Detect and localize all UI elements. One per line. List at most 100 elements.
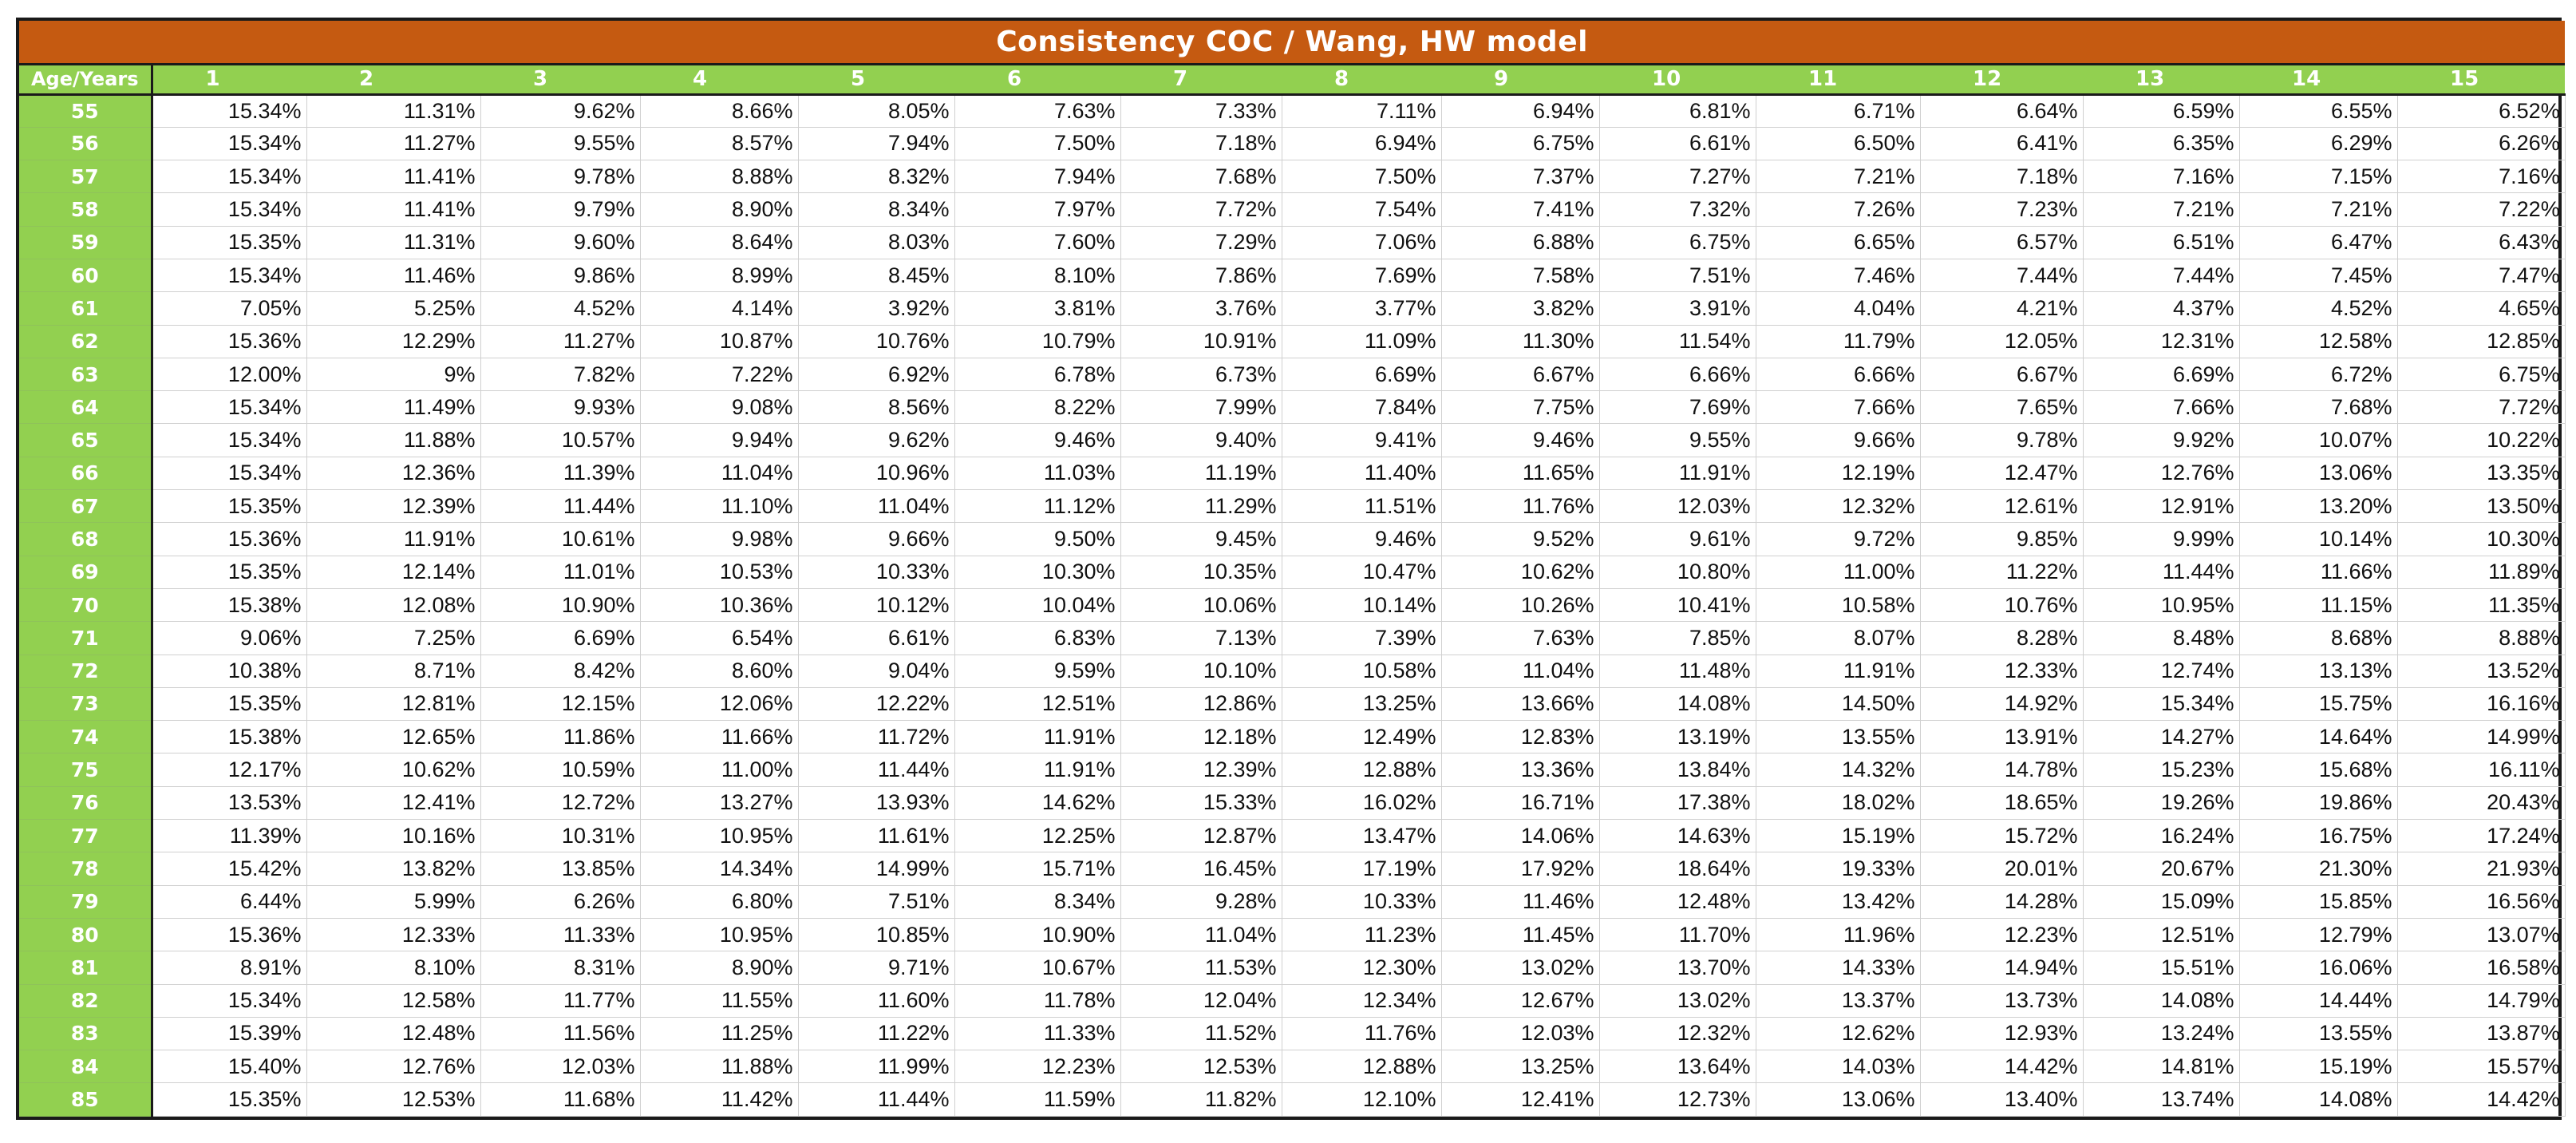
table-cell[interactable]: 12.33% <box>1919 654 2084 688</box>
table-cell[interactable]: 7.27% <box>1598 160 1756 194</box>
table-cell[interactable]: 12.76% <box>306 1050 481 1084</box>
table-cell[interactable]: 6.81% <box>1598 93 1756 128</box>
table-cell[interactable]: 6.92% <box>797 357 955 392</box>
table-cell[interactable]: 9.46% <box>1281 522 1442 556</box>
table-cell[interactable]: 11.42% <box>639 1082 799 1117</box>
table-cell[interactable]: 6.69% <box>480 621 641 655</box>
table-cell[interactable]: 9.66% <box>797 522 955 556</box>
table-cell[interactable]: 7.72% <box>1120 192 1282 227</box>
table-cell[interactable]: 7.29% <box>1120 225 1282 259</box>
table-cell[interactable]: 7.33% <box>1120 93 1282 128</box>
table-cell[interactable]: 12.72% <box>480 785 641 821</box>
table-cell[interactable]: 10.62% <box>306 753 481 787</box>
table-cell[interactable]: 9.78% <box>480 160 641 194</box>
table-cell[interactable]: 7.97% <box>954 192 1121 227</box>
table-cell[interactable]: 12.22% <box>797 686 955 722</box>
table-cell[interactable]: 6.66% <box>1755 357 1921 392</box>
table-cell[interactable]: 12.32% <box>1598 1016 1756 1051</box>
table-cell[interactable]: 16.71% <box>1440 785 1600 821</box>
table-cell[interactable]: 9.28% <box>1120 884 1282 919</box>
table-cell[interactable]: 11.22% <box>797 1016 955 1051</box>
table-cell[interactable]: 11.12% <box>954 489 1121 524</box>
table-cell[interactable]: 12.03% <box>1440 1016 1600 1051</box>
table-cell[interactable]: 12.41% <box>306 785 481 821</box>
table-cell[interactable]: 12.03% <box>1598 489 1756 524</box>
table-cell[interactable]: 10.91% <box>1120 324 1282 358</box>
table-cell[interactable]: 11.65% <box>1440 456 1600 491</box>
table-cell[interactable]: 10.31% <box>480 819 641 853</box>
table-cell[interactable]: 11.78% <box>954 983 1121 1018</box>
table-cell[interactable]: 8.28% <box>1919 621 2084 655</box>
table-cell[interactable]: 6.35% <box>2082 126 2240 161</box>
table-cell[interactable]: 11.31% <box>306 93 481 128</box>
table-cell[interactable]: 13.91% <box>1919 720 2084 754</box>
table-cell[interactable]: 14.81% <box>2082 1050 2240 1084</box>
table-cell[interactable]: 13.37% <box>1755 983 1921 1018</box>
table-cell[interactable]: 13.40% <box>1919 1082 2084 1117</box>
table-cell[interactable]: 10.59% <box>480 753 641 787</box>
table-cell[interactable]: 11.09% <box>1281 324 1442 358</box>
table-cell[interactable]: 8.71% <box>306 654 481 688</box>
table-cell[interactable]: 14.08% <box>2238 1082 2398 1117</box>
table-cell[interactable]: 7.22% <box>639 357 799 392</box>
table-cell[interactable]: 15.36% <box>151 324 307 358</box>
table-cell[interactable]: 7.54% <box>1281 192 1442 227</box>
table-cell[interactable]: 13.07% <box>2396 917 2566 952</box>
table-cell[interactable]: 6.88% <box>1440 225 1600 259</box>
table-cell[interactable]: 13.24% <box>2082 1016 2240 1051</box>
table-cell[interactable]: 13.66% <box>1440 686 1600 722</box>
table-cell[interactable]: 6.75% <box>2396 357 2566 392</box>
table-cell[interactable]: 21.30% <box>2238 852 2398 886</box>
table-cell[interactable]: 12.83% <box>1440 720 1600 754</box>
table-cell[interactable]: 14.92% <box>1919 686 2084 722</box>
table-cell[interactable]: 15.38% <box>151 587 307 623</box>
table-cell[interactable]: 6.69% <box>1281 357 1442 392</box>
table-cell[interactable]: 5.25% <box>306 291 481 326</box>
table-cell[interactable]: 11.60% <box>797 983 955 1018</box>
table-cell[interactable]: 11.45% <box>1440 917 1600 952</box>
table-cell[interactable]: 16.16% <box>2396 686 2566 722</box>
table-cell[interactable]: 10.12% <box>797 587 955 623</box>
table-cell[interactable]: 8.34% <box>797 192 955 227</box>
table-cell[interactable]: 11.23% <box>1281 917 1442 952</box>
table-cell[interactable]: 21.93% <box>2396 852 2566 886</box>
table-cell[interactable]: 11.04% <box>639 456 799 491</box>
table-cell[interactable]: 7.68% <box>1120 160 1282 194</box>
table-cell[interactable]: 14.34% <box>639 852 799 886</box>
table-cell[interactable]: 11.68% <box>480 1082 641 1117</box>
table-cell[interactable]: 10.58% <box>1755 587 1921 623</box>
table-cell[interactable]: 9.08% <box>639 390 799 425</box>
table-cell[interactable]: 7.44% <box>2082 258 2240 293</box>
table-cell[interactable]: 7.66% <box>1755 390 1921 425</box>
table-cell[interactable]: 13.06% <box>2238 456 2398 491</box>
table-cell[interactable]: 6.41% <box>1919 126 2084 161</box>
table-cell[interactable]: 7.21% <box>2082 192 2240 227</box>
table-cell[interactable]: 10.33% <box>797 555 955 589</box>
table-cell[interactable]: 15.19% <box>1755 819 1921 853</box>
table-cell[interactable]: 20.01% <box>1919 852 2084 886</box>
table-cell[interactable]: 8.32% <box>797 160 955 194</box>
table-cell[interactable]: 13.93% <box>797 785 955 821</box>
table-cell[interactable]: 6.83% <box>954 621 1121 655</box>
table-cell[interactable]: 6.72% <box>2238 357 2398 392</box>
table-cell[interactable]: 12.88% <box>1281 753 1442 787</box>
table-cell[interactable]: 7.45% <box>2238 258 2398 293</box>
table-cell[interactable]: 16.02% <box>1281 785 1442 821</box>
table-cell[interactable]: 15.09% <box>2082 884 2240 919</box>
table-cell[interactable]: 8.57% <box>639 126 799 161</box>
table-cell[interactable]: 11.91% <box>306 522 481 556</box>
table-cell[interactable]: 6.59% <box>2082 93 2240 128</box>
table-cell[interactable]: 14.99% <box>2396 720 2566 754</box>
table-cell[interactable]: 10.06% <box>1120 587 1282 623</box>
table-cell[interactable]: 12.58% <box>306 983 481 1018</box>
table-cell[interactable]: 15.40% <box>151 1050 307 1084</box>
table-cell[interactable]: 15.71% <box>954 852 1121 886</box>
table-cell[interactable]: 11.89% <box>2396 555 2566 589</box>
table-cell[interactable]: 10.79% <box>954 324 1121 358</box>
table-cell[interactable]: 17.19% <box>1281 852 1442 886</box>
table-cell[interactable]: 6.29% <box>2238 126 2398 161</box>
table-cell[interactable]: 11.88% <box>306 423 481 457</box>
table-cell[interactable]: 12.34% <box>1281 983 1442 1018</box>
table-cell[interactable]: 6.26% <box>480 884 641 919</box>
table-cell[interactable]: 7.44% <box>1919 258 2084 293</box>
